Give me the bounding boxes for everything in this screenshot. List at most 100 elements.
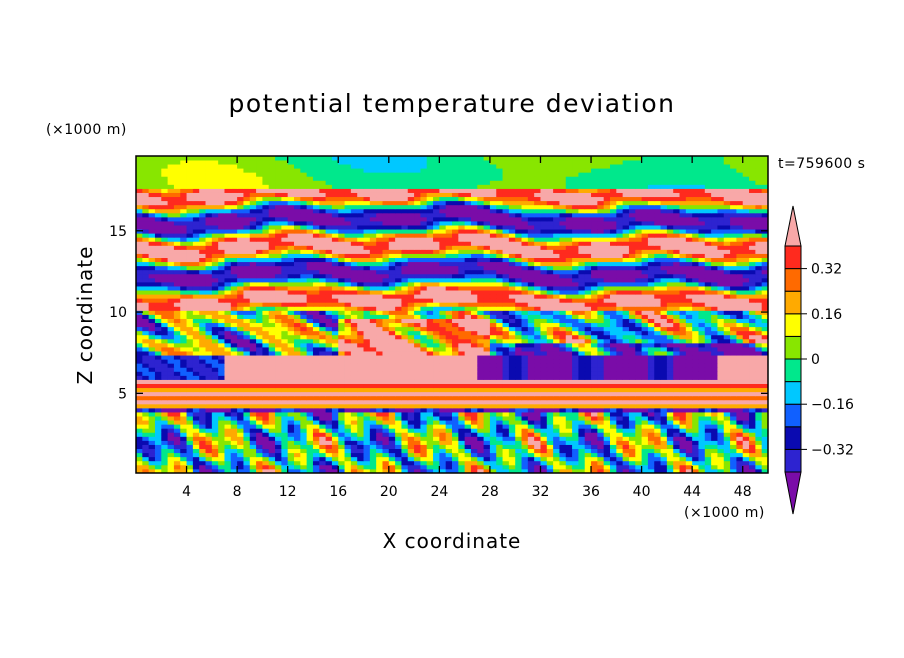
- heatmap-cell: [237, 391, 244, 397]
- heatmap-cell: [445, 286, 453, 291]
- heatmap-cell: [376, 440, 383, 445]
- heatmap-cell: [508, 322, 516, 328]
- heatmap-cell: [527, 318, 535, 324]
- heatmap-cell: [489, 456, 497, 462]
- heatmap-cell: [300, 416, 308, 421]
- heatmap-cell: [666, 436, 674, 441]
- heatmap-cell: [717, 412, 725, 417]
- heatmap-cell: [281, 468, 289, 473]
- heatmap-cell: [199, 403, 206, 409]
- heatmap-cell: [192, 359, 200, 364]
- heatmap-cell: [369, 277, 377, 283]
- heatmap-cell: [224, 330, 232, 336]
- heatmap-cell: [527, 298, 535, 303]
- heatmap-cell: [331, 444, 339, 450]
- heatmap-cell: [224, 387, 232, 393]
- heatmap-cell: [591, 420, 598, 425]
- heatmap-cell: [559, 407, 567, 413]
- heatmap-cell: [211, 334, 219, 340]
- heatmap-cell: [395, 456, 402, 462]
- heatmap-cell: [148, 440, 156, 445]
- heatmap-cell: [597, 302, 605, 307]
- heatmap-cell: [205, 302, 213, 307]
- heatmap-cell: [294, 407, 301, 413]
- heatmap-cell: [553, 416, 560, 421]
- heatmap-cell: [249, 342, 257, 348]
- heatmap-cell: [578, 371, 586, 376]
- heatmap-cell: [470, 281, 478, 287]
- heatmap-cell: [692, 314, 699, 319]
- heatmap-cell: [717, 330, 725, 336]
- heatmap-cell: [357, 290, 364, 295]
- heatmap-cell: [546, 363, 554, 368]
- heatmap-cell: [312, 412, 320, 417]
- heatmap-cell: [496, 387, 503, 393]
- heatmap-cell: [496, 330, 503, 336]
- heatmap-cell: [502, 456, 510, 462]
- heatmap-cell: [433, 440, 440, 445]
- heatmap-cell: [660, 407, 668, 413]
- heatmap-cell: [331, 436, 339, 441]
- heatmap-cell: [161, 294, 168, 299]
- heatmap-cell: [230, 314, 238, 319]
- heatmap-cell: [350, 432, 358, 437]
- heatmap-cell: [540, 273, 548, 279]
- heatmap-cell: [641, 448, 649, 454]
- heatmap-cell: [224, 314, 232, 319]
- heatmap-cell: [527, 440, 535, 445]
- heatmap-cell: [755, 306, 763, 311]
- heatmap-cell: [281, 424, 289, 429]
- heatmap-cell: [224, 424, 232, 429]
- heatmap-cell: [186, 281, 194, 287]
- heatmap-cell: [275, 391, 282, 397]
- heatmap-cell: [692, 371, 699, 376]
- heatmap-cell: [755, 436, 763, 441]
- heatmap-cell: [559, 298, 567, 303]
- heatmap-cell: [458, 391, 466, 397]
- heatmap-cell: [363, 391, 371, 397]
- heatmap-cell: [553, 428, 560, 433]
- heatmap-cell: [388, 468, 396, 473]
- heatmap-cell: [350, 456, 358, 462]
- heatmap-cell: [312, 456, 320, 462]
- heatmap-cell: [306, 310, 314, 315]
- heatmap-cell: [312, 334, 320, 340]
- heatmap-cell: [458, 273, 466, 279]
- heatmap-cell: [666, 330, 674, 336]
- heatmap-cell: [641, 318, 649, 324]
- heatmap-cell: [312, 326, 320, 332]
- heatmap-cell: [199, 387, 206, 393]
- heatmap-cell: [553, 306, 560, 311]
- heatmap-cell: [161, 456, 168, 462]
- heatmap-cell: [496, 286, 503, 291]
- heatmap-cell: [521, 428, 529, 433]
- heatmap-cell: [395, 375, 402, 380]
- heatmap-cell: [628, 399, 636, 405]
- heatmap-cell: [742, 448, 750, 454]
- heatmap-cell: [287, 273, 295, 279]
- heatmap-cell: [698, 367, 706, 372]
- heatmap-cell: [502, 428, 510, 433]
- heatmap-cell: [180, 273, 187, 279]
- heatmap-cell: [294, 342, 301, 348]
- heatmap-cell: [597, 444, 605, 450]
- heatmap-cell: [199, 407, 206, 413]
- heatmap-cell: [363, 277, 371, 283]
- heatmap-cell: [161, 468, 168, 473]
- heatmap-cell: [294, 294, 301, 299]
- heatmap-cell: [553, 273, 560, 279]
- heatmap-cell: [692, 286, 699, 291]
- heatmap-cell: [382, 387, 390, 393]
- heatmap-cell: [470, 326, 478, 332]
- heatmap-cell: [521, 281, 529, 287]
- heatmap-cell: [591, 383, 598, 389]
- heatmap-cell: [275, 269, 282, 275]
- heatmap-cell: [755, 407, 763, 413]
- heatmap-cell: [224, 334, 232, 340]
- heatmap-cell: [692, 403, 699, 409]
- heatmap-cell: [515, 456, 522, 462]
- heatmap-cell: [515, 302, 522, 307]
- heatmap-cell: [641, 383, 649, 389]
- heatmap-cell: [388, 371, 396, 376]
- heatmap-cell: [641, 395, 649, 401]
